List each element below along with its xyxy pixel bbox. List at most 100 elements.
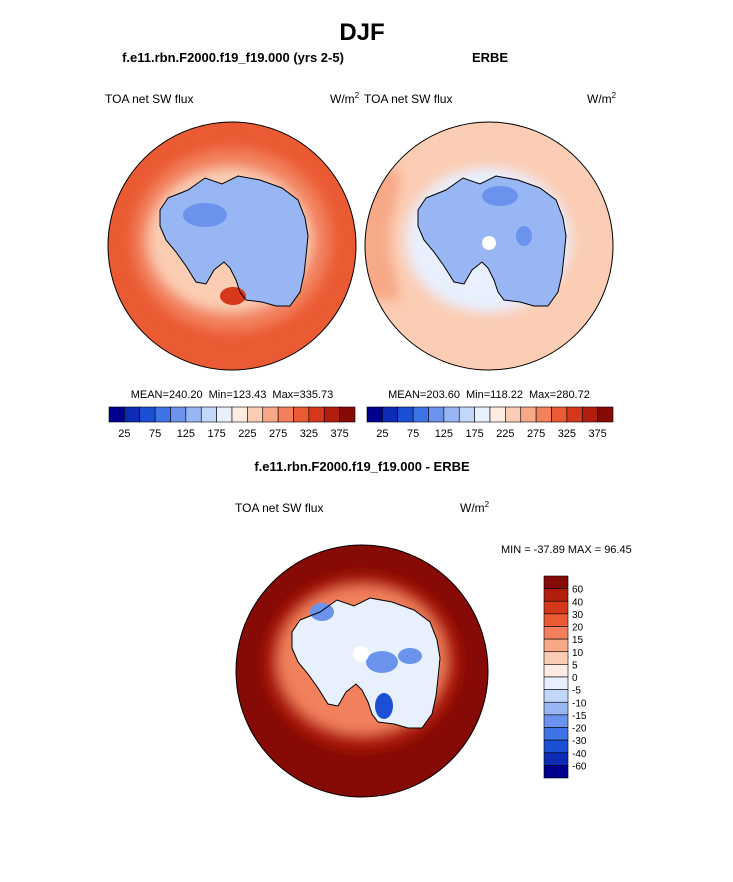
- colorbar-diff-tick-label: 60: [572, 585, 584, 596]
- colorbar-diff-swatch: [543, 588, 569, 602]
- colorbar-obs-swatch: [520, 406, 537, 423]
- colorbar-model-tick-label: 325: [300, 428, 318, 440]
- colorbar-model-swatch: [200, 406, 217, 423]
- colorbar-model-tick-label: 75: [149, 428, 161, 440]
- panel-obs-variable-label: TOA net SW flux: [364, 92, 452, 106]
- colorbar-diff-tick-label: -60: [572, 761, 587, 772]
- colorbar-diff-tick-label: 30: [572, 610, 584, 621]
- colorbar-obs-swatch: [489, 406, 506, 423]
- colorbar-obs-swatch: [382, 406, 399, 423]
- colorbar-obs-tick-label: 25: [376, 428, 388, 440]
- colorbar-obs-swatch: [551, 406, 568, 423]
- colorbar-obs-tick-label: 375: [588, 428, 606, 440]
- colorbar-obs-tick-label: 275: [527, 428, 545, 440]
- panel-diff-units-exp: 2: [485, 500, 490, 509]
- colorbar-diff-swatch: [543, 651, 569, 665]
- map-obs-pole-missing-data: [482, 236, 496, 250]
- colorbar-model-swatch: [216, 406, 233, 423]
- colorbar-model-tick-label: 25: [118, 428, 130, 440]
- panel-diff-variable-label: TOA net SW flux: [235, 501, 323, 515]
- map-obs-border: [364, 121, 614, 371]
- colorbar-model-swatch: [154, 406, 171, 423]
- panel-model-units-exp: 2: [355, 91, 360, 100]
- colorbar-obs-tick-label: 75: [407, 428, 419, 440]
- colorbar-diff-tick-label: -30: [572, 736, 587, 747]
- colorbar-model-swatch: [108, 406, 125, 423]
- colorbar-obs-tick-label: 175: [465, 428, 483, 440]
- colorbar-diff-swatch: [543, 613, 569, 627]
- colorbar-diff-swatch: [543, 739, 569, 754]
- colorbar-model-swatch: [170, 406, 187, 423]
- colorbar-diff-tick-label: 0: [572, 673, 578, 684]
- map-diff-neg-patch-center: [366, 651, 398, 673]
- panel-model-units-base: W/m: [330, 92, 355, 106]
- panel-obs-units-base: W/m: [587, 92, 612, 106]
- colorbar-diff-tick-label: -40: [572, 749, 587, 760]
- colorbar-model-swatch: [139, 406, 156, 423]
- map-diff-neg-patch-east: [398, 648, 422, 664]
- colorbar-obs: 25 75 125 175 225 275 325 375: [366, 406, 614, 440]
- colorbar-diff-tick-label: -10: [572, 698, 587, 709]
- colorbar-model-tick-label: 175: [207, 428, 225, 440]
- colorbar-diff-swatch: [543, 701, 569, 716]
- map-model-dark-patch: [183, 203, 227, 227]
- colorbar-obs-swatch: [581, 406, 598, 423]
- colorbar-obs-tick-label: 125: [435, 428, 453, 440]
- map-model-border: [107, 121, 357, 371]
- colorbar-diff-swatch: [543, 752, 569, 766]
- colorbar-model-tick-label: 275: [269, 428, 287, 440]
- colorbar-model-swatch: [339, 406, 356, 423]
- colorbar-model-tick-label: 225: [238, 428, 256, 440]
- colorbar-obs-tick-label: 325: [558, 428, 576, 440]
- panel-diff-units: W/m2: [460, 500, 490, 515]
- colorbar-model-swatch: [308, 406, 325, 423]
- colorbar-diff-tick-label: 40: [572, 597, 584, 608]
- panel-model-stats: MEAN=240.20 Min=123.43 Max=335.73: [131, 389, 334, 401]
- colorbar-obs-swatch: [474, 406, 491, 423]
- colorbar-diff-tick-label: -15: [572, 711, 587, 722]
- colorbar-model-tick-label: 125: [177, 428, 195, 440]
- panel-model-variable-label: TOA net SW flux: [105, 92, 193, 106]
- colorbar-obs-tick-label: 225: [496, 428, 514, 440]
- map-diff-neg-patch-west: [310, 603, 334, 621]
- panel-obs-case-title: ERBE: [472, 50, 508, 65]
- colorbar-diff-tick-label: 10: [572, 648, 584, 659]
- colorbar-model-swatch: [185, 406, 202, 423]
- colorbar-model-swatch: [277, 406, 294, 423]
- panel-obs-stats: MEAN=203.60 Min=118.22 Max=280.72: [388, 389, 590, 401]
- map-diff: [236, 545, 488, 797]
- colorbar-obs-swatch: [535, 406, 552, 423]
- colorbar-model: 25 75 125 175 225 275 325 375: [108, 406, 356, 440]
- panel-obs-units-exp: 2: [612, 91, 617, 100]
- colorbar-obs-swatch: [443, 406, 460, 423]
- colorbar-obs-swatch: [366, 406, 383, 423]
- colorbar-obs-swatch: [566, 406, 583, 423]
- map-obs-dark-patch: [482, 186, 518, 206]
- colorbar-obs-swatch: [458, 406, 475, 423]
- colorbar-diff-swatch: [543, 575, 569, 589]
- colorbar-diff-tick-label: -20: [572, 724, 587, 735]
- map-diff-border: [235, 544, 489, 798]
- panel-diff-stats: MIN = -37.89 MAX = 96.45: [501, 544, 632, 556]
- colorbar-diff-tick-label: -5: [572, 686, 581, 697]
- map-diff-coastline: [291, 597, 441, 729]
- colorbar-diff-swatch: [543, 676, 569, 690]
- colorbar-diff-swatch: [543, 714, 569, 728]
- colorbar-obs-swatch: [505, 406, 522, 423]
- colorbar-model-swatch: [231, 406, 248, 423]
- colorbar-diff-swatch: [543, 600, 569, 615]
- map-obs-dark-patch-east: [516, 226, 532, 246]
- colorbar-model-swatch: [323, 406, 340, 423]
- map-model-peninsula-anomaly: [220, 287, 246, 305]
- colorbar-diff-swatch: [543, 626, 569, 640]
- main-title: DJF: [339, 19, 384, 46]
- colorbar-model-swatch: [124, 406, 141, 423]
- colorbar-model-swatch: [293, 406, 310, 423]
- colorbar-obs-swatch: [397, 406, 414, 423]
- colorbar-model-tick-label: 375: [330, 428, 348, 440]
- map-obs-coastline: [417, 175, 567, 307]
- panel-diff-units-base: W/m: [460, 501, 485, 515]
- map-diff-pole-missing-data: [353, 646, 369, 662]
